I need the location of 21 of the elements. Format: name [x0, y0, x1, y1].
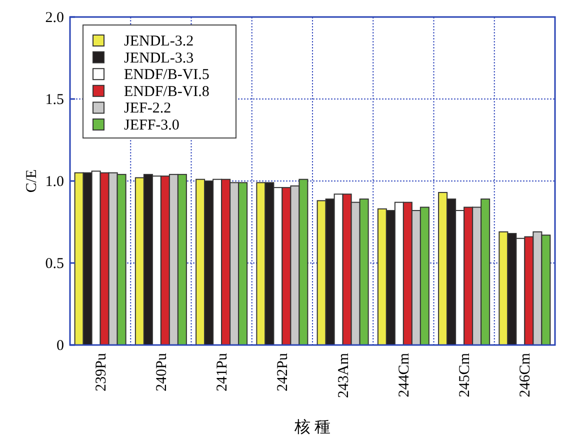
y-tick-label: 1.5: [45, 92, 64, 108]
x-tick-label: 246Cm: [518, 352, 534, 398]
y-axis-title: C/E: [24, 169, 40, 193]
x-tick-label: 244Cm: [396, 352, 412, 398]
legend-label: ENDF/B-VI.5: [124, 67, 210, 84]
legend-label: JEFF-3.0: [124, 118, 180, 134]
y-tick-label: 0.5: [45, 256, 64, 272]
y-tick-label: 0: [56, 338, 64, 354]
legend-label: ENDF/B-VI.8: [124, 84, 210, 100]
x-tick-label: 245Cm: [457, 352, 474, 398]
legend-label: JENDL-3.3: [124, 50, 194, 66]
x-tick-label: 240Pu: [154, 352, 170, 392]
x-axis-title: 核 種: [293, 418, 331, 436]
legend-label: JEF-2.2: [124, 100, 172, 117]
x-tick-label: 242Pu: [275, 352, 292, 392]
legend-label: JENDL-3.2: [124, 34, 194, 50]
y-tick-label: 2.0: [45, 10, 64, 26]
x-tick-label: 241Pu: [214, 352, 231, 392]
x-tick-label: 239Pu: [93, 352, 110, 392]
y-tick-label: 1.0: [45, 174, 64, 190]
x-tick-label: 243Am: [336, 352, 352, 398]
